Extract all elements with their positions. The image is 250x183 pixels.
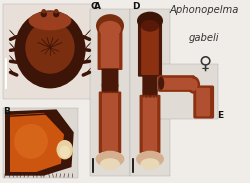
FancyBboxPatch shape [158,64,218,119]
Ellipse shape [54,9,58,14]
Ellipse shape [189,79,198,91]
FancyBboxPatch shape [143,96,157,152]
FancyBboxPatch shape [90,9,130,176]
Text: Aphonopelma: Aphonopelma [169,5,238,16]
Ellipse shape [14,124,48,159]
Ellipse shape [53,26,56,27]
Text: E: E [217,111,223,120]
FancyBboxPatch shape [158,75,195,92]
FancyBboxPatch shape [161,78,193,90]
Ellipse shape [53,11,60,17]
FancyBboxPatch shape [101,28,119,68]
Ellipse shape [44,26,47,27]
Ellipse shape [25,21,75,74]
FancyBboxPatch shape [2,108,78,178]
Text: D: D [132,2,140,11]
FancyBboxPatch shape [98,25,122,70]
Ellipse shape [96,14,124,38]
FancyBboxPatch shape [138,22,162,77]
FancyBboxPatch shape [196,88,210,116]
Ellipse shape [136,151,164,167]
Ellipse shape [187,76,200,94]
FancyBboxPatch shape [2,4,98,99]
Ellipse shape [99,21,121,38]
Text: B: B [4,107,10,116]
Ellipse shape [28,11,72,30]
Ellipse shape [60,145,70,158]
Ellipse shape [56,140,73,159]
Text: A: A [94,2,101,11]
Ellipse shape [141,20,159,32]
Ellipse shape [140,158,160,170]
FancyBboxPatch shape [102,65,118,97]
Text: C: C [91,2,98,11]
Text: gabeli: gabeli [188,33,219,43]
FancyBboxPatch shape [193,85,214,119]
FancyBboxPatch shape [140,95,160,153]
FancyBboxPatch shape [102,93,118,152]
Ellipse shape [42,9,46,14]
FancyBboxPatch shape [142,72,158,100]
Ellipse shape [100,158,120,170]
Polygon shape [10,113,64,172]
Text: ♀: ♀ [198,55,211,73]
Polygon shape [5,109,74,176]
FancyBboxPatch shape [130,9,170,176]
Ellipse shape [96,151,124,167]
Ellipse shape [137,12,163,30]
Ellipse shape [158,77,164,90]
Ellipse shape [14,10,86,88]
FancyBboxPatch shape [99,92,121,153]
Ellipse shape [41,11,47,17]
FancyBboxPatch shape [141,25,159,75]
